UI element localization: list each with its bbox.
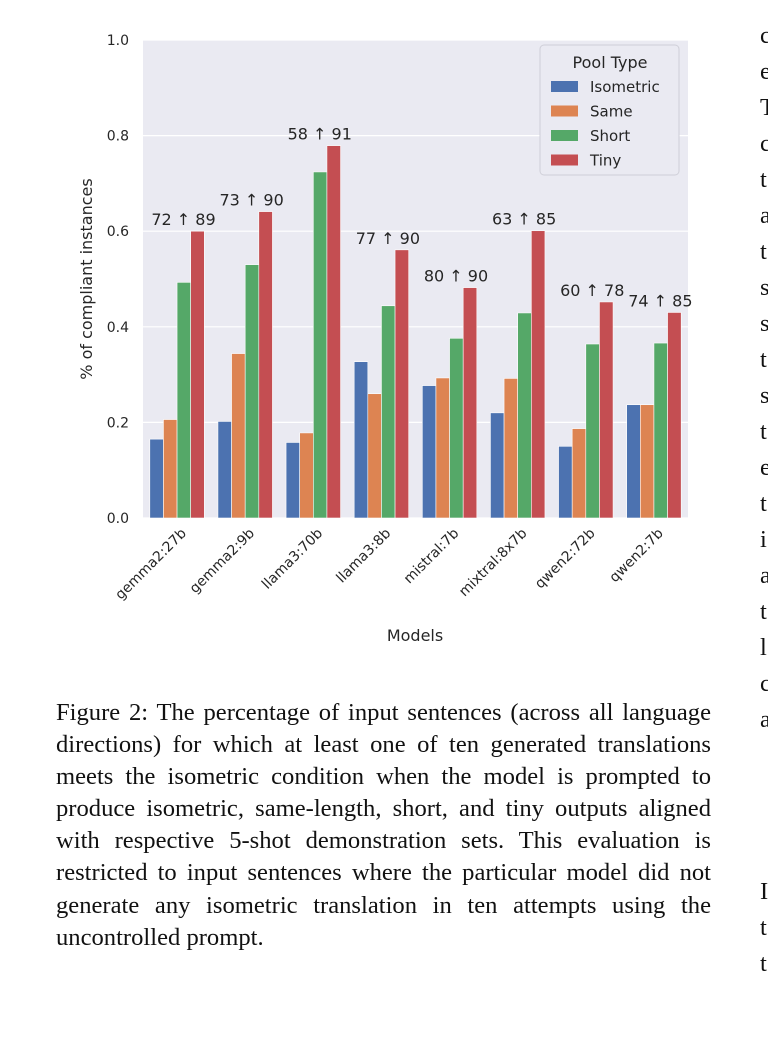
right-column-line: I (760, 878, 768, 905)
y-axis-label: % of compliant instances (77, 178, 96, 379)
right-column-line: t (760, 166, 767, 193)
bar-short-mixtral:8x7b (517, 312, 532, 519)
y-tick-label: 0.0 (107, 511, 129, 527)
bar-annotation: 60 ↑ 78 (560, 281, 624, 300)
legend-label: Tiny (589, 152, 621, 170)
legend-swatch-tiny (551, 154, 578, 166)
bar-tiny-qwen2:7b (667, 312, 682, 519)
legend-swatch-short (551, 130, 578, 141)
right-column-line: t (760, 418, 767, 445)
y-tick-label: 0.6 (107, 224, 129, 240)
right-column-line: c (760, 670, 768, 697)
right-column-line: t (760, 490, 767, 517)
figure-caption: Figure 2: The percentage of input senten… (56, 699, 711, 951)
y-tick-label: 1.0 (107, 33, 129, 49)
y-axis-ticks: 0.0 0.2 0.4 0.6 0.8 1.0 (107, 33, 129, 527)
bar-short-qwen2:7b (653, 342, 668, 519)
right-column-line: s (760, 274, 768, 301)
legend-title: Pool Type (573, 53, 648, 72)
bar-isometric-qwen2:72b (558, 445, 573, 519)
bar-tiny-llama3:70b (326, 145, 341, 519)
bar-tiny-mistral:7b (462, 287, 478, 519)
bar-isometric-qwen2:7b (626, 404, 641, 519)
bar-isometric-mistral:7b (422, 385, 437, 519)
right-column-line: c (760, 130, 768, 157)
right-column-line: t (760, 238, 767, 265)
x-tick-label: llama3:70b (259, 525, 326, 592)
x-tick-label: gemma2:27b (112, 525, 190, 603)
x-tick-label: llama3:8b (333, 525, 394, 586)
right-column-line: t (760, 598, 767, 625)
y-tick-label: 0.2 (107, 415, 129, 431)
y-tick-label: 0.4 (107, 320, 129, 336)
bar-same-qwen2:72b (571, 428, 587, 519)
right-column-line: s (760, 310, 768, 337)
bar-isometric-llama3:70b (285, 442, 300, 519)
legend-swatch-isometric (551, 81, 578, 92)
bar-same-gemma2:9b (231, 353, 246, 519)
legend: Pool Type Isometric Same Short Tiny (539, 44, 680, 176)
bar-same-llama3:8b (367, 393, 382, 519)
legend-label: Short (590, 127, 630, 145)
bar-annotation: 58 ↑ 91 (288, 125, 352, 144)
x-axis-label: Models (387, 626, 443, 645)
right-column-line: s (760, 382, 768, 409)
bar-short-llama3:70b (313, 171, 328, 519)
right-column-line: e (760, 58, 768, 85)
bar-annotation: 80 ↑ 90 (424, 267, 488, 286)
legend-box (539, 44, 680, 176)
bar-same-gemma2:27b (163, 419, 178, 519)
y-tick-label: 0.8 (107, 129, 129, 145)
right-column-line: a (760, 562, 768, 589)
bar-tiny-gemma2:27b (190, 230, 205, 519)
bar-same-mistral:7b (435, 377, 450, 519)
bar-isometric-gemma2:27b (149, 438, 164, 519)
x-tick-label: gemma2:9b (187, 525, 258, 596)
bar-annotation: 74 ↑ 85 (628, 291, 692, 310)
bar-isometric-mixtral:8x7b (490, 412, 505, 519)
right-column-line: e (760, 454, 768, 481)
bar-annotation: 77 ↑ 90 (356, 229, 420, 248)
bar-short-gemma2:9b (244, 264, 260, 519)
bar-same-llama3:70b (299, 432, 314, 519)
right-column-line: t (760, 346, 767, 373)
bar-short-qwen2:72b (585, 343, 600, 519)
x-tick-label: mixtral:8x7b (456, 525, 530, 599)
bar-tiny-mixtral:8x7b (531, 230, 546, 519)
bar-short-gemma2:27b (176, 282, 191, 519)
bar-same-mixtral:8x7b (503, 378, 518, 519)
bar-tiny-qwen2:72b (599, 301, 614, 519)
x-tick-label: qwen2:72b (532, 525, 599, 592)
legend-label: Isometric (590, 78, 660, 96)
x-tick-label: qwen2:7b (606, 525, 666, 585)
bar-isometric-llama3:8b (353, 361, 369, 519)
right-column-line: c (760, 22, 768, 49)
right-column-line: a (760, 202, 768, 229)
bar-same-qwen2:7b (640, 404, 655, 519)
right-column-line: t (760, 950, 767, 977)
bar-annotation: 73 ↑ 90 (219, 191, 283, 210)
bar-short-llama3:8b (381, 305, 396, 519)
right-column-line: i (760, 526, 767, 553)
bar-tiny-llama3:8b (394, 249, 409, 519)
right-column-line: T (760, 94, 768, 121)
legend-swatch-same (551, 105, 578, 117)
legend-label: Same (590, 103, 633, 121)
x-tick-label: mistral:7b (401, 525, 463, 587)
bars (149, 145, 682, 519)
bar-isometric-gemma2:9b (217, 421, 232, 519)
right-column-line: t (760, 914, 767, 941)
bar-tiny-gemma2:9b (258, 211, 273, 519)
bar-annotation: 72 ↑ 89 (151, 210, 215, 229)
bar-short-mistral:7b (449, 337, 464, 519)
right-column-line: l (760, 634, 767, 661)
right-column-line: a (760, 706, 768, 733)
bar-annotation: 63 ↑ 85 (492, 210, 556, 229)
